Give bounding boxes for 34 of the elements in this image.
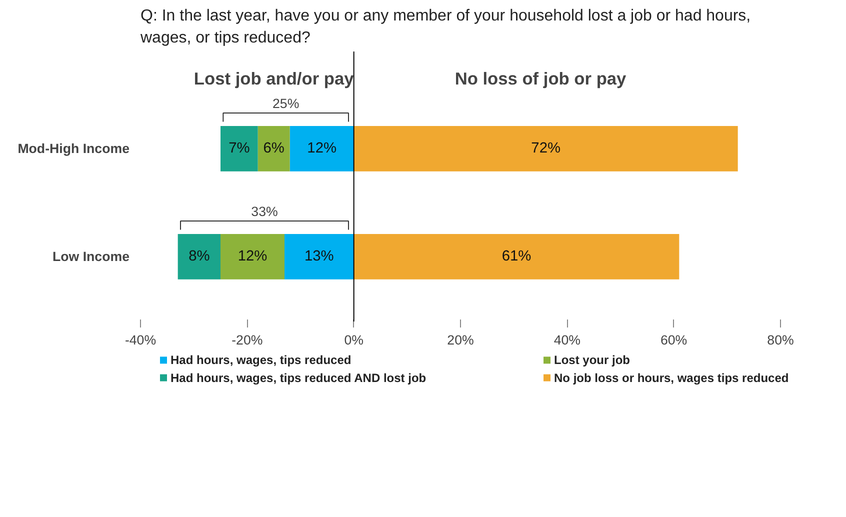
data-label: 6% xyxy=(263,140,284,157)
x-tick-label: 0% xyxy=(344,332,364,348)
bar xyxy=(354,126,738,172)
bar xyxy=(220,234,284,280)
bar xyxy=(284,234,354,280)
legend-label: Lost your job xyxy=(554,353,630,368)
legend-label: Had hours, wages, tips reduced AND lost job xyxy=(170,370,426,385)
y-tick-label: Low Income xyxy=(52,249,130,264)
x-tick-label: 60% xyxy=(660,332,688,348)
data-label: 61% xyxy=(502,248,532,265)
x-tick-label: -40% xyxy=(124,332,156,348)
bar xyxy=(354,234,680,280)
y-tick-label: Mod-High Income xyxy=(18,141,130,156)
legend-label: Had hours, wages, tips reduced xyxy=(170,353,352,368)
x-tick-label: 80% xyxy=(767,332,794,348)
annotation: 25% xyxy=(272,96,300,111)
chart-title: Q: In the last year, have you or any member of your household lost a job or had hours, wages, or tips reduced? xyxy=(140,7,751,46)
data-label: 12% xyxy=(238,248,268,265)
bar xyxy=(178,234,220,280)
x-tick-label: 40% xyxy=(554,332,581,348)
annotation: 33% xyxy=(251,204,278,219)
bar xyxy=(258,126,290,172)
annotation: No loss of job or pay xyxy=(454,68,627,88)
data-label: 13% xyxy=(304,248,334,265)
data-label: 12% xyxy=(307,140,337,157)
bar xyxy=(290,126,354,172)
data-label: 72% xyxy=(531,140,561,157)
annotation: Lost job and/or pay xyxy=(194,68,354,88)
legend-label: No job loss or hours, wages tips reduced xyxy=(554,370,789,385)
data-label: 7% xyxy=(228,140,250,157)
bar xyxy=(220,126,258,172)
x-tick-label: 20% xyxy=(447,332,474,348)
x-tick-label: -20% xyxy=(232,332,263,348)
data-label: 8% xyxy=(188,248,210,265)
